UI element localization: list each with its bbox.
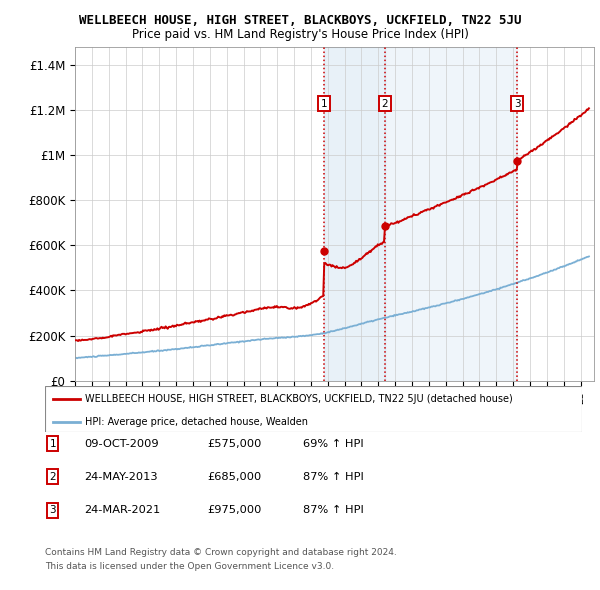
- Text: £575,000: £575,000: [207, 439, 262, 448]
- Text: 2: 2: [382, 99, 388, 109]
- Text: 24-MAY-2013: 24-MAY-2013: [84, 472, 158, 481]
- Text: 24-MAR-2021: 24-MAR-2021: [84, 506, 160, 515]
- Bar: [324, 47, 385, 381]
- Text: 87% ↑ HPI: 87% ↑ HPI: [303, 472, 364, 481]
- Text: 3: 3: [49, 506, 56, 515]
- Text: Contains HM Land Registry data © Crown copyright and database right 2024.: Contains HM Land Registry data © Crown c…: [45, 548, 397, 556]
- Text: HPI: Average price, detached house, Wealden: HPI: Average price, detached house, Weal…: [85, 417, 308, 427]
- Text: This data is licensed under the Open Government Licence v3.0.: This data is licensed under the Open Gov…: [45, 562, 334, 571]
- Text: 69% ↑ HPI: 69% ↑ HPI: [303, 439, 364, 448]
- Text: 3: 3: [514, 99, 520, 109]
- Text: 09-OCT-2009: 09-OCT-2009: [84, 439, 158, 448]
- Text: 87% ↑ HPI: 87% ↑ HPI: [303, 506, 364, 515]
- Text: £975,000: £975,000: [207, 506, 262, 515]
- Text: Price paid vs. HM Land Registry's House Price Index (HPI): Price paid vs. HM Land Registry's House …: [131, 28, 469, 41]
- Text: 2: 2: [49, 472, 56, 481]
- Text: £685,000: £685,000: [207, 472, 261, 481]
- Text: 1: 1: [49, 439, 56, 448]
- Text: WELLBEECH HOUSE, HIGH STREET, BLACKBOYS, UCKFIELD, TN22 5JU: WELLBEECH HOUSE, HIGH STREET, BLACKBOYS,…: [79, 14, 521, 27]
- FancyBboxPatch shape: [45, 386, 582, 432]
- Text: WELLBEECH HOUSE, HIGH STREET, BLACKBOYS, UCKFIELD, TN22 5JU (detached house): WELLBEECH HOUSE, HIGH STREET, BLACKBOYS,…: [85, 394, 513, 404]
- Text: 1: 1: [320, 99, 327, 109]
- Bar: [385, 47, 517, 381]
